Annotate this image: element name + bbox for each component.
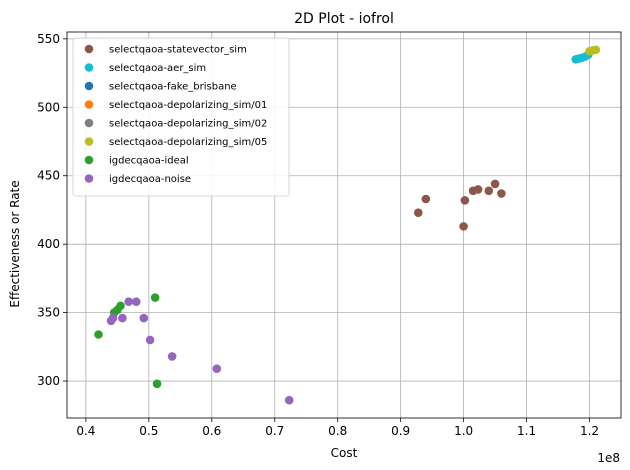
y-tick-label: 350 [37, 306, 60, 320]
data-point [459, 222, 468, 231]
legend-marker [84, 155, 94, 165]
y-axis: 300 350 400 450 500 550 [37, 32, 67, 388]
legend-entry: igdecqaoa-noise [109, 174, 191, 185]
data-point [413, 208, 423, 217]
legend-marker [84, 44, 94, 54]
legend-entry: selectqaoa-depolarizing_sim/05 [109, 137, 267, 148]
legend-entry: selectqaoa-aer_sim [109, 63, 206, 74]
plot-frame [66, 31, 622, 419]
x-tick-label: 0.7 [265, 424, 284, 438]
data-point [139, 313, 149, 323]
data-point [421, 194, 431, 204]
legend-entry: igdecqaoa-ideal [109, 156, 189, 167]
data-point [460, 196, 470, 205]
legend-marker [84, 63, 94, 72]
x-tick-label: 0.5 [139, 424, 158, 438]
legend-marker [84, 137, 94, 146]
legend-entry: selectqaoa-depolarizing_sim/01 [109, 100, 267, 111]
data-point [94, 330, 103, 339]
legend-marker [84, 81, 94, 91]
legend: selectqaoa-statevector_sim selectqaoa-aer… [72, 37, 290, 197]
data-points [94, 45, 601, 405]
data-point [152, 379, 162, 389]
x-axis-offset-label: 1e8 [597, 451, 620, 465]
grid [67, 32, 621, 418]
data-point [284, 395, 294, 405]
x-tick-label: 1.1 [517, 424, 536, 438]
legend-entry: selectqaoa-statevector_sim [109, 45, 247, 56]
y-tick-label: 300 [37, 374, 60, 388]
x-axis: 0.4 0.5 0.6 0.7 0.8 0.9 1.0 1.1 1.2 [76, 418, 599, 438]
y-tick-label: 550 [37, 32, 60, 46]
data-point [108, 313, 118, 323]
legend-marker [84, 100, 94, 109]
x-tick-label: 0.6 [202, 424, 221, 438]
data-point [116, 301, 125, 311]
legend-entry: selectqaoa-fake_brisbane [109, 82, 237, 93]
legend-box [72, 37, 290, 197]
legend-marker [84, 174, 94, 183]
data-point [591, 45, 601, 55]
y-axis-title: Effectiveness or Rate [8, 180, 22, 307]
y-tick-label: 500 [37, 100, 60, 114]
y-tick-label: 450 [37, 169, 60, 183]
data-point [484, 186, 494, 196]
x-tick-label: 0.4 [76, 424, 95, 438]
data-point [131, 297, 141, 306]
data-point [212, 364, 222, 374]
data-point [473, 185, 483, 194]
data-point [124, 297, 133, 306]
legend-entry: selectqaoa-depolarizing_sim/02 [109, 119, 267, 130]
y-tick-label: 400 [37, 237, 60, 251]
x-axis-title: Cost [331, 446, 358, 460]
chart-title: 2D Plot - iofrol [294, 11, 394, 27]
x-tick-label: 1.0 [454, 424, 473, 438]
x-tick-label: 1.2 [580, 424, 599, 438]
data-point [145, 335, 155, 345]
legend-marker [84, 118, 94, 128]
x-tick-label: 0.9 [391, 424, 410, 438]
x-tick-label: 0.8 [328, 424, 347, 438]
data-point [490, 179, 500, 189]
data-point [167, 352, 177, 361]
data-point [497, 189, 506, 198]
data-point [118, 313, 127, 323]
data-point [150, 293, 160, 302]
